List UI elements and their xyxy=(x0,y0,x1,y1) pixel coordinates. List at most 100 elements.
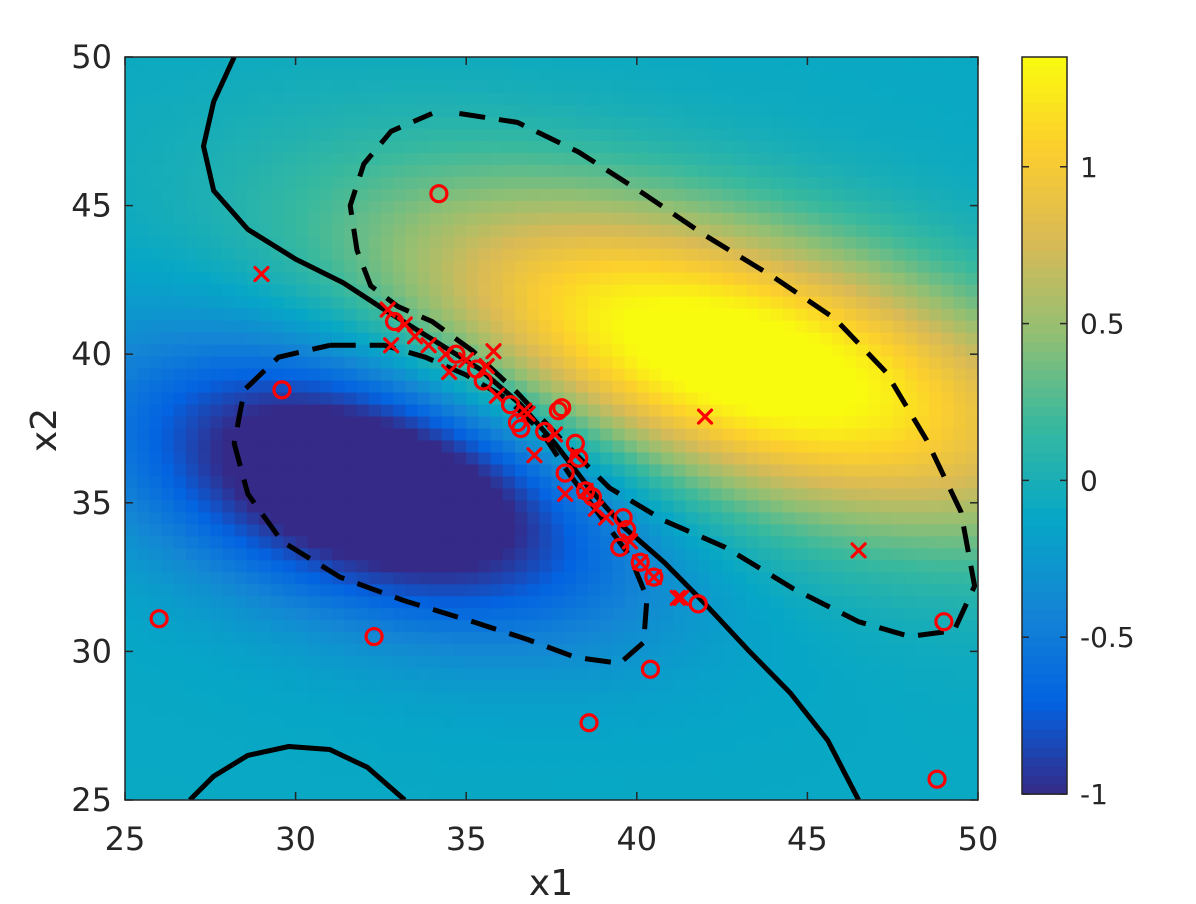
heatmap-cell xyxy=(393,212,407,226)
heatmap-cell xyxy=(575,548,589,562)
heatmap-cell xyxy=(514,572,528,586)
heatmap-cell xyxy=(795,596,809,610)
heatmap-cell xyxy=(831,728,845,741)
heatmap-cell xyxy=(210,728,224,741)
heatmap-cell xyxy=(648,788,662,800)
heatmap-cell xyxy=(149,716,163,729)
heatmap-cell xyxy=(941,200,955,214)
heatmap-cell xyxy=(953,128,967,142)
heatmap-cell xyxy=(210,260,224,274)
heatmap-cell xyxy=(234,284,248,298)
heatmap-cell xyxy=(319,512,333,526)
heatmap-cell xyxy=(527,140,541,154)
heatmap-cell xyxy=(125,524,138,538)
heatmap-cell xyxy=(648,620,662,634)
heatmap-cell xyxy=(429,548,443,562)
heatmap-cell xyxy=(185,560,199,574)
heatmap-cell xyxy=(770,632,784,646)
heatmap-cell xyxy=(393,416,407,430)
heatmap-cell xyxy=(770,308,784,322)
heatmap-cell xyxy=(380,57,394,70)
heatmap-cell xyxy=(356,464,370,478)
heatmap-cell xyxy=(929,488,943,502)
heatmap-cell xyxy=(831,380,845,394)
heatmap-cell xyxy=(344,212,358,226)
heatmap-cell xyxy=(807,632,821,646)
heatmap-cell xyxy=(588,644,602,657)
heatmap-cell xyxy=(856,308,870,322)
heatmap-cell xyxy=(344,452,358,466)
heatmap-cell xyxy=(137,284,151,298)
heatmap-cell xyxy=(807,452,821,466)
heatmap-cell xyxy=(405,680,419,693)
heatmap-cell xyxy=(917,620,931,634)
colorbar-segment xyxy=(1022,222,1067,233)
heatmap-cell xyxy=(831,164,845,178)
heatmap-cell xyxy=(709,152,723,166)
heatmap-cell xyxy=(563,680,577,693)
heatmap-cell xyxy=(417,260,431,274)
heatmap-cell xyxy=(600,248,614,262)
heatmap-cell xyxy=(892,500,906,514)
heatmap-cell xyxy=(807,332,821,346)
heatmap-cell xyxy=(929,404,943,418)
heatmap-cell xyxy=(722,788,736,800)
heatmap-cell xyxy=(965,668,978,681)
heatmap-cell xyxy=(929,476,943,490)
heatmap-cell xyxy=(380,704,394,717)
heatmap-cell xyxy=(356,452,370,466)
heatmap-cell xyxy=(722,548,736,562)
heatmap-cell xyxy=(917,608,931,622)
heatmap-cell xyxy=(344,92,358,106)
heatmap-cell xyxy=(807,536,821,550)
heatmap-cell xyxy=(514,200,528,214)
heatmap-cell xyxy=(210,308,224,322)
heatmap-cell xyxy=(758,536,772,550)
heatmap-cell xyxy=(953,788,967,800)
heatmap-cell xyxy=(332,416,346,430)
heatmap-cell xyxy=(709,560,723,574)
colorbar-segment xyxy=(1022,665,1067,676)
heatmap-cell xyxy=(319,704,333,717)
heatmap-cell xyxy=(612,644,626,657)
heatmap-cell xyxy=(673,344,687,358)
heatmap-cell xyxy=(856,152,870,166)
heatmap-cell xyxy=(393,512,407,526)
heatmap-cell xyxy=(356,104,370,118)
heatmap-cell xyxy=(722,260,736,274)
heatmap-cell xyxy=(380,596,394,610)
heatmap-cell xyxy=(831,296,845,310)
heatmap-cell xyxy=(295,176,309,190)
heatmap-cell xyxy=(624,668,638,681)
heatmap-cell xyxy=(807,680,821,693)
heatmap-cell xyxy=(612,284,626,298)
heatmap-cell xyxy=(856,572,870,586)
heatmap-cell xyxy=(783,740,797,753)
heatmap-cell xyxy=(429,560,443,574)
heatmap-cell xyxy=(917,584,931,598)
heatmap-cell xyxy=(673,380,687,394)
heatmap-cell xyxy=(527,200,541,214)
heatmap-cell xyxy=(892,656,906,669)
heatmap-cell xyxy=(746,740,760,753)
heatmap-cell xyxy=(283,704,297,717)
heatmap-cell xyxy=(868,68,882,82)
colorbar-segment xyxy=(1022,434,1067,445)
heatmap-cell xyxy=(295,620,309,634)
heatmap-cell xyxy=(271,776,285,789)
heatmap-cell xyxy=(831,476,845,490)
heatmap-cell xyxy=(746,57,760,70)
heatmap-cell xyxy=(856,80,870,94)
heatmap-cell xyxy=(648,320,662,334)
heatmap-cell xyxy=(356,68,370,82)
heatmap-cell xyxy=(965,164,978,178)
heatmap-cell xyxy=(185,728,199,741)
heatmap-cell xyxy=(831,704,845,717)
heatmap-cell xyxy=(758,332,772,346)
heatmap-cell xyxy=(405,668,419,681)
heatmap-cell xyxy=(344,392,358,406)
heatmap-cell xyxy=(795,752,809,765)
heatmap-cell xyxy=(563,740,577,753)
heatmap-cell xyxy=(478,764,492,777)
heatmap-cell xyxy=(600,332,614,346)
